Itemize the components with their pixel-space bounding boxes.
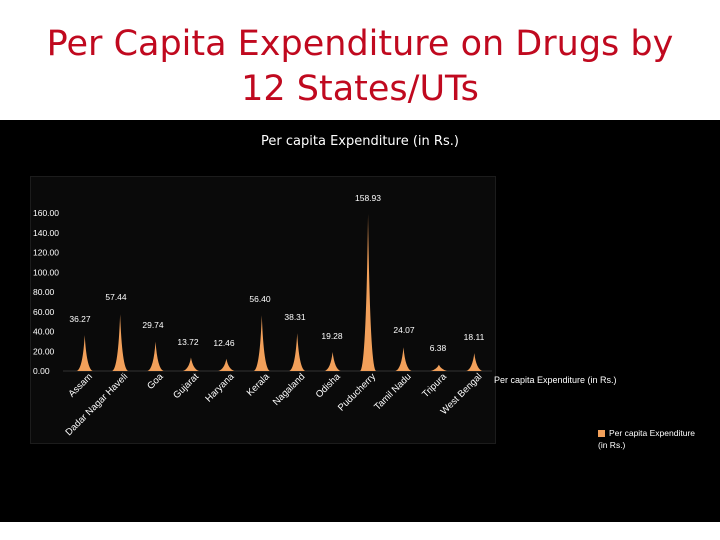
- category-label: Tamil Nadu: [372, 371, 413, 412]
- area-peak: [76, 335, 93, 371]
- area-peak: [289, 333, 306, 371]
- data-label: 13.72: [177, 337, 199, 347]
- category-label: Odisha: [314, 371, 344, 401]
- data-label: 36.27: [69, 314, 91, 324]
- data-label: 24.07: [393, 325, 415, 335]
- data-label: 29.74: [142, 320, 164, 330]
- y-tick-label: 0.00: [33, 366, 50, 376]
- data-label: 158.93: [355, 193, 381, 203]
- data-label: 38.31: [284, 312, 306, 322]
- area-peak: [112, 314, 129, 371]
- y-tick-label: 140.00: [33, 228, 59, 238]
- chart-title: Per capita Expenditure (in Rs.): [261, 134, 459, 149]
- data-label: 56.40: [249, 294, 271, 304]
- y-tick-label: 40.00: [33, 327, 55, 337]
- legend: Per capita Expenditure (in Rs.): [598, 427, 706, 451]
- area-peak: [360, 214, 377, 371]
- data-label: 12.46: [213, 338, 235, 348]
- data-label: 19.28: [321, 331, 343, 341]
- y-tick-label: 20.00: [33, 346, 55, 356]
- series-axis-label: Per capita Expenditure (in Rs.): [494, 375, 617, 385]
- area-peak: [430, 364, 447, 371]
- category-label: Puducherry: [336, 371, 378, 413]
- area-peak: [253, 315, 270, 371]
- y-tick-label: 60.00: [33, 307, 55, 317]
- category-label: Goa: [145, 371, 166, 392]
- area-peak: [324, 351, 341, 371]
- category-label: Tripura: [420, 371, 449, 400]
- data-label: 57.44: [105, 292, 127, 302]
- category-label: Dadar Nagar Haveli: [63, 371, 130, 438]
- y-tick-label: 100.00: [33, 267, 59, 277]
- data-label: 6.38: [430, 343, 447, 353]
- category-label: Nagaland: [271, 371, 308, 408]
- title-line-2: 12 States/UTs: [241, 69, 479, 109]
- data-label: 18.11: [464, 332, 485, 342]
- y-tick-label: 120.00: [33, 248, 59, 258]
- y-tick-label: 80.00: [33, 287, 55, 297]
- area-peak: [182, 357, 199, 371]
- legend-label: Per capita Expenditure (in Rs.): [598, 428, 695, 450]
- area-peak: [147, 341, 164, 371]
- category-label: Kerala: [245, 371, 273, 399]
- legend-swatch: [598, 430, 605, 438]
- category-label: Gujarat: [171, 371, 201, 401]
- category-label: Haryana: [203, 371, 237, 405]
- slide-title: Per Capita Expenditure on Drugs by 12 St…: [0, 22, 720, 112]
- area-peak: [218, 358, 235, 371]
- plot-area: [30, 176, 496, 444]
- area-peak: [466, 353, 483, 371]
- title-line-1: Per Capita Expenditure on Drugs by: [46, 24, 674, 64]
- category-label: Assam: [67, 371, 95, 399]
- y-tick-label: 160.00: [33, 208, 59, 218]
- area-peak: [395, 347, 412, 371]
